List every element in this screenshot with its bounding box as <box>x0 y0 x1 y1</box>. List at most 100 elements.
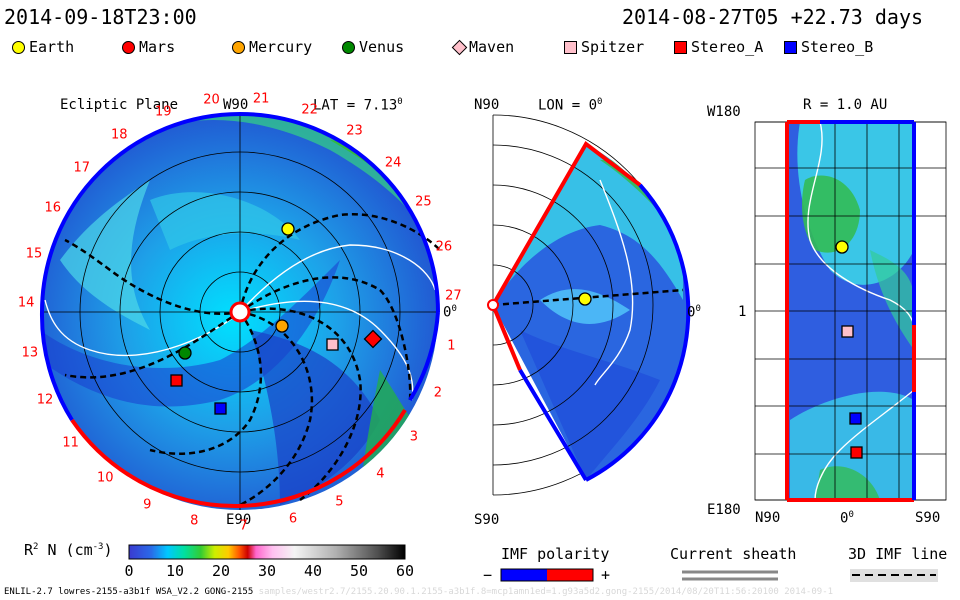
density-colorbar <box>128 544 406 560</box>
meridional-plane-plot <box>487 114 691 496</box>
carrington-label: 13 <box>21 345 39 361</box>
current-sheath-line <box>239 307 362 501</box>
footer: ENLIL-2.7 lowres-2155-a3b1f WSA_V2.2 GON… <box>4 587 833 597</box>
imf-line <box>594 179 634 386</box>
current-sheath-line <box>238 212 441 313</box>
density-band <box>540 289 630 324</box>
colorbar-tick-label: 30 <box>257 562 277 580</box>
meridional-bottom-label: S90 <box>474 512 500 528</box>
carrington-label: 17 <box>73 160 91 176</box>
radial-title: R = 1.0 AU <box>803 97 888 113</box>
stereo-a-marker <box>170 374 183 387</box>
imf-polarity-title: IMF polarity <box>501 545 610 563</box>
legend-item-mercury: Mercury <box>232 38 312 56</box>
current-sheath-line <box>149 311 263 455</box>
colorbar-tick-label: 40 <box>303 562 323 580</box>
rim-positive <box>70 408 407 508</box>
meridional-right-label: 00 <box>687 304 701 321</box>
density-band <box>815 466 880 500</box>
spitzer-marker-icon <box>564 40 577 54</box>
radial-top-left-label: W180 <box>707 104 741 120</box>
imf-line <box>239 244 436 313</box>
carrington-label: 2 <box>433 385 443 401</box>
mercury-marker-icon <box>232 40 245 54</box>
sun-icon <box>229 301 251 323</box>
carrington-label: 27 <box>445 288 462 304</box>
meridional-lon-label: LON = 00 <box>538 97 602 114</box>
footer-path-text: samples/westr2.7/2155.20.90.1.2155-a3b1f… <box>258 587 834 597</box>
mercury-marker <box>275 319 289 333</box>
ecliptic-top-label: W90 <box>223 97 249 113</box>
carrington-label: 18 <box>111 127 128 143</box>
carrington-label: 16 <box>44 200 62 216</box>
left-timestamp: 2014-09-18T23:00 <box>4 5 197 29</box>
colorbar-label: R2 N (cm-3) <box>24 541 113 559</box>
radial-bottom-s90: S90 <box>915 510 941 526</box>
legend-label: Stereo_B <box>801 38 874 56</box>
current-sheath-line <box>64 310 241 379</box>
density-band <box>520 330 660 480</box>
density-band <box>250 330 380 505</box>
density-band <box>870 250 914 350</box>
polarity-bar-frame <box>500 568 594 582</box>
colorbar-tick-label: 10 <box>165 562 185 580</box>
spitzer-marker <box>841 325 854 338</box>
carrington-label: 26 <box>435 239 453 255</box>
radial-panel-plot <box>754 120 947 502</box>
cb-close: ) <box>103 541 113 559</box>
cb-r: R <box>24 541 34 559</box>
imf-polarity-minus: − <box>483 566 493 584</box>
earth-marker <box>281 222 295 236</box>
colorbar-tick-label: 50 <box>349 562 369 580</box>
carrington-label: 20 <box>203 92 220 108</box>
right-timestamp: 2014-08-27T05 +22.73 days <box>622 5 924 29</box>
legend-label: Maven <box>469 38 515 56</box>
cb-n: N (cm <box>38 541 93 559</box>
venus-marker-icon <box>342 40 355 54</box>
rim-negative <box>40 112 440 313</box>
venus-marker <box>178 346 192 360</box>
stereo-a-marker <box>850 446 863 459</box>
carrington-label: 1 <box>447 338 456 353</box>
stereo-b-marker <box>214 402 227 415</box>
earth-marker <box>578 292 592 306</box>
lon-degree: 0 <box>597 97 603 107</box>
meridional-top-label: N90 <box>474 97 500 113</box>
density-band <box>150 192 300 250</box>
rim-negative <box>518 368 588 482</box>
stereo-b-marker <box>849 412 862 425</box>
carrington-label: 19 <box>155 104 172 120</box>
radial-bottom-zero: 00 <box>840 510 854 527</box>
ecliptic-title: Ecliptic Plane <box>60 97 179 113</box>
carrington-label: 14 <box>17 295 35 311</box>
legend-item-venus: Venus <box>342 38 404 56</box>
current-sheath-line <box>64 238 241 316</box>
rim-negative <box>585 183 691 482</box>
carrington-label: 6 <box>288 511 298 527</box>
spitzer-marker <box>326 338 339 351</box>
ecliptic-lat-label: LAT = 7.130 <box>313 97 403 114</box>
legend-item-maven: Maven <box>451 38 515 56</box>
carrington-label: 5 <box>335 494 344 509</box>
legend-label: Mars <box>139 38 176 56</box>
carrington-label: 15 <box>25 246 43 262</box>
cb-sq: 2 <box>33 542 39 552</box>
rim-negative <box>408 311 440 402</box>
stereo-a-marker-icon <box>674 40 687 54</box>
legend-item-stereo-a: Stereo_A <box>674 38 763 56</box>
legend-label: Spitzer <box>581 38 645 56</box>
density-band <box>802 175 860 253</box>
carrington-label: 11 <box>62 435 79 451</box>
carrington-label: 22 <box>301 102 318 118</box>
lon-text: LON = 0 <box>538 97 598 114</box>
carrington-label: 9 <box>143 497 152 513</box>
legend-label: Mercury <box>249 38 313 56</box>
ecliptic-bottom-label: E90 <box>226 512 252 528</box>
carrington-label: 7 <box>239 518 248 534</box>
legend-label: Venus <box>359 38 405 56</box>
zero-degree: 0 <box>848 510 854 520</box>
footer-model-text: ENLIL-2.7 lowres-2155-a3b1f WSA_V2.2 GON… <box>4 587 254 597</box>
rim-positive <box>491 141 642 307</box>
carrington-label: 23 <box>346 123 363 139</box>
